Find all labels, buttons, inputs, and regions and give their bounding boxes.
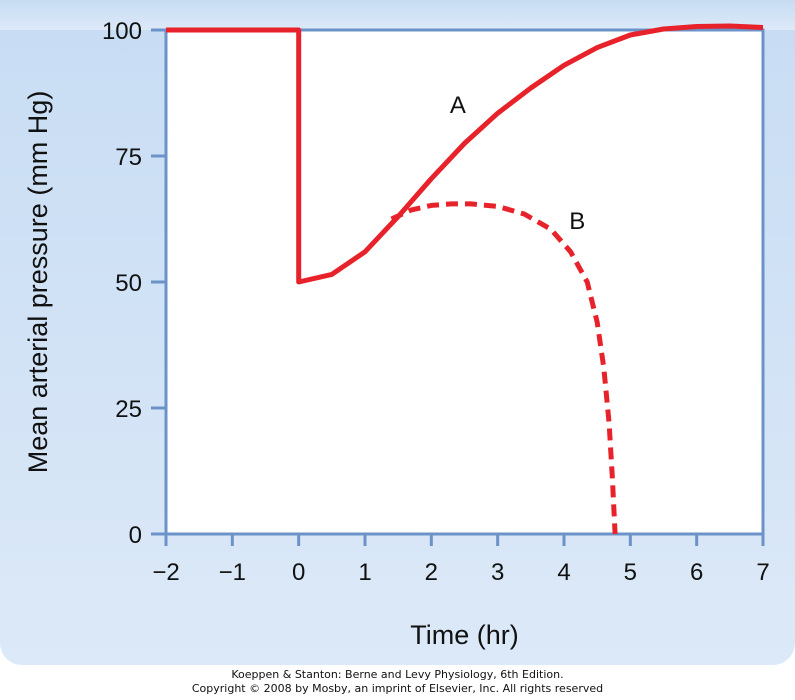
tick-labels: −2 −1 0 1 2 3 4 5 6 7 0 25 50 75 100 — [102, 18, 770, 586]
curve-label-a: A — [450, 92, 466, 119]
y-tick-label: 75 — [115, 144, 142, 171]
x-tick-label: 6 — [690, 559, 703, 586]
plot-area — [164, 28, 765, 536]
credit-line-1: Koeppen & Stanton: Berne and Levy Physio… — [231, 668, 564, 681]
x-axis-title: Time (hr) — [410, 620, 519, 650]
y-tick-label: 0 — [129, 522, 142, 549]
y-axis-title: Mean arterial pressure (mm Hg) — [23, 91, 53, 474]
x-tick-label: 2 — [425, 559, 438, 586]
curve-annotations: AB — [450, 92, 585, 235]
x-tick-label: 5 — [624, 559, 637, 586]
y-tick-label: 50 — [115, 270, 142, 297]
x-tick-label: 7 — [756, 559, 769, 586]
panel-fill-top — [0, 0, 795, 30]
series-lines — [166, 23, 764, 535]
copyright-credit: Koeppen & Stanton: Berne and Levy Physio… — [0, 668, 795, 696]
series-line-a — [166, 23, 764, 285]
y-tick-label: 100 — [102, 18, 142, 45]
x-tick-label: −1 — [219, 559, 246, 586]
series-line-b — [390, 201, 618, 535]
x-tick-label: −2 — [152, 559, 179, 586]
x-tick-label: 4 — [557, 559, 570, 586]
x-tick-label: 1 — [358, 559, 371, 586]
curve-label-b: B — [569, 208, 585, 235]
y-tick-label: 25 — [115, 396, 142, 423]
axis-ticks — [151, 28, 765, 546]
credit-line-2: Copyright © 2008 by Mosby, an imprint of… — [191, 682, 604, 695]
x-tick-label: 3 — [491, 559, 504, 586]
x-tick-label: 0 — [292, 559, 305, 586]
